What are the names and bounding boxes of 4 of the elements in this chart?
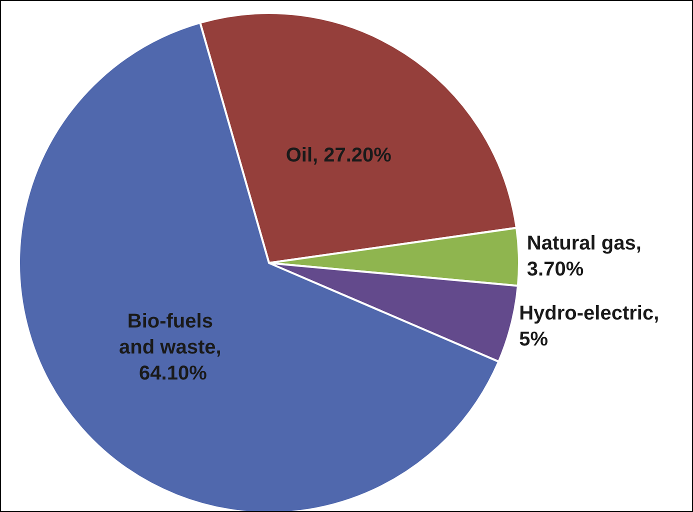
slice-label: Hydro-electric, 5%: [519, 302, 665, 350]
slice-label: Oil, 27.20%: [286, 144, 392, 167]
slice-label: Natural gas, 3.70%: [526, 232, 647, 281]
slice-label: Bio-fuels and waste, 64.10%: [119, 310, 227, 385]
